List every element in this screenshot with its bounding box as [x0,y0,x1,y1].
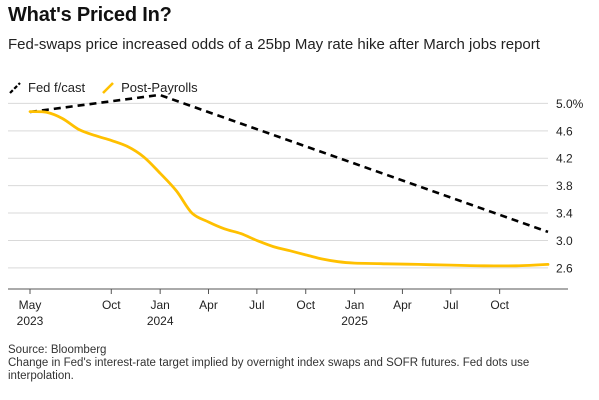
source-note: Source: Bloomberg [8,344,107,356]
legend-label-fed-forecast: Fed f/cast [28,80,86,95]
y-tick-label: 5.0% [556,97,584,111]
x-tick-label: Apr [199,298,218,312]
x-tick-label: Jan [150,298,169,312]
methodology-note: Change in Fed's interest-rate target imp… [8,357,530,382]
x-tick-year-label: 2023 [17,314,44,328]
series-line-post-payrolls [28,110,550,268]
y-tick-label: 4.6 [556,124,573,138]
legend-item-fed-forecast: Fed f/cast [8,80,85,95]
x-tick-label: Oct [296,298,315,312]
y-tick-label: 3.4 [556,207,573,221]
x-tick-label: Apr [393,298,412,312]
legend-label-post-payrolls: Post-Payrolls [121,80,198,95]
legend-swatch-fed-forecast [9,81,21,94]
x-tick-label: Jul [249,298,264,312]
line-chart: 5.0% 4.6 4.2 3.8 3.4 3.0 2.6 May 2023 Oct Jan 2024 A… [8,93,584,328]
x-tick-label: Jan [345,298,364,312]
x-tick-label: Oct [490,298,509,312]
x-tick-label: May [19,298,42,312]
y-tick-label: 3.0 [556,234,573,248]
x-tick-label: Oct [102,298,121,312]
x-tick-year-label: 2025 [341,314,368,328]
chart-title: What's Priced In? [8,4,172,26]
legend: Fed f/cast Post-Payrolls [8,80,198,95]
series-line-fed-f-cast [29,93,549,234]
x-tick-label: Jul [443,298,458,312]
legend-swatch-post-payrolls [102,81,114,94]
y-tick-label: 3.8 [556,179,573,193]
y-tick-label: 2.6 [556,261,573,275]
footer: Source: Bloomberg Change in Fed's intere… [8,344,588,383]
legend-item-post-payrolls: Post-Payrolls [101,80,198,95]
x-tick-year-label: 2024 [147,314,174,328]
y-tick-label: 4.2 [556,152,573,166]
chart-subtitle: Fed-swaps price increased odds of a 25bp… [8,36,540,53]
